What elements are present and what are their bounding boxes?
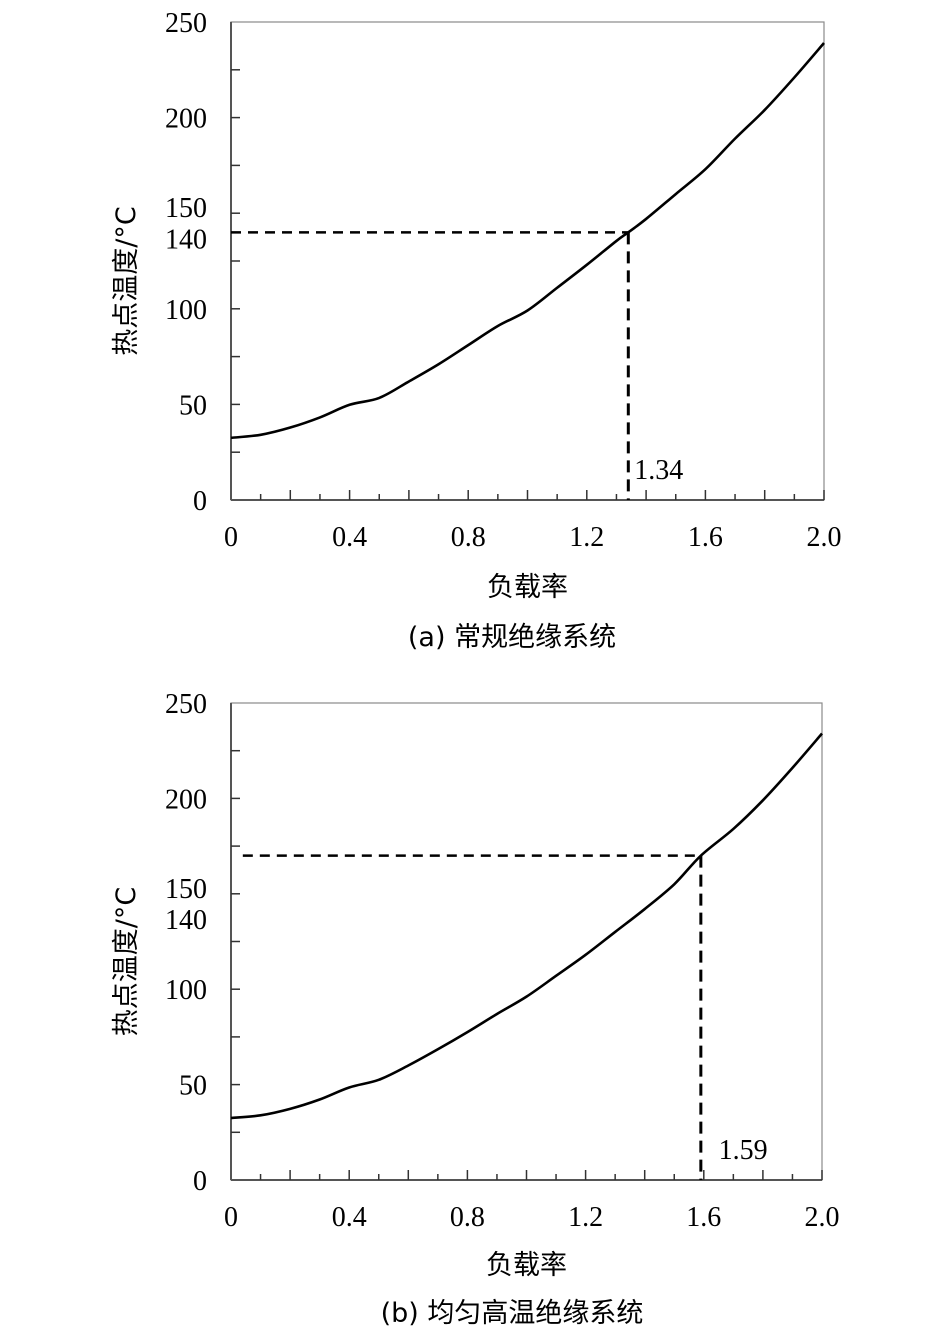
y-tick-label: 250 [165,8,207,39]
x-tick-label: 0.4 [332,1202,367,1233]
y-axis-title: 热点温度/°C [111,887,142,1036]
x-tick-label: 1.2 [568,1202,603,1233]
y-tick-label: 100 [165,295,207,326]
y-tick-label: 50 [179,1071,207,1102]
x-axis-title: 负载率 [487,572,568,603]
x-tick-label: 2.0 [807,522,842,553]
y-tick-label: 140 [165,905,207,936]
y-tick-label: 0 [193,486,207,517]
y-tick-label: 140 [165,224,207,255]
annotation-label: 1.59 [719,1135,768,1166]
y-tick-label: 200 [165,104,207,135]
chart-panel-b: 0 0.4 0.8 1.2 1.6 2.0 0 50 100 140 150 200 250 负载率 热点温… [0,680,945,1336]
y-tick-label: 150 [165,193,207,224]
temperature-curve [230,732,823,1120]
y-tick-label: 250 [165,689,207,720]
y-tick-label: 50 [179,390,207,421]
y-tick-label: 100 [165,975,207,1006]
x-axis-title: 负载率 [486,1250,567,1281]
x-tick-label: 0.8 [451,522,486,553]
x-tick-label: 1.2 [569,522,604,553]
x-tick-label: 1.6 [688,522,723,553]
x-tick-label: 0.4 [332,522,367,553]
x-tick-label: 0 [224,522,238,553]
y-tick-label: 200 [165,784,207,815]
plot-frame [230,21,825,501]
y-tick-label: 0 [193,1166,207,1197]
chart-caption: (a) 常规绝缘系统 [408,622,616,653]
chart-panel-a: 0 0.4 0.8 1.2 1.6 2.0 0 50 100 140 150 200 250 负载率 热点温… [111,8,842,653]
plot-frame [230,702,823,1181]
annotation-label: 1.34 [634,455,683,486]
y-axis-title: 热点温度/°C [111,206,142,355]
temperature-curve [230,42,825,440]
x-tick-label: 1.6 [686,1202,721,1233]
x-tick-label: 2.0 [805,1202,840,1233]
chart-caption: (b) 均匀高温绝缘系统 [381,1298,644,1329]
x-tick-label: 0.8 [450,1202,485,1233]
y-tick-label: 150 [165,874,207,905]
x-tick-label: 0 [224,1202,238,1233]
